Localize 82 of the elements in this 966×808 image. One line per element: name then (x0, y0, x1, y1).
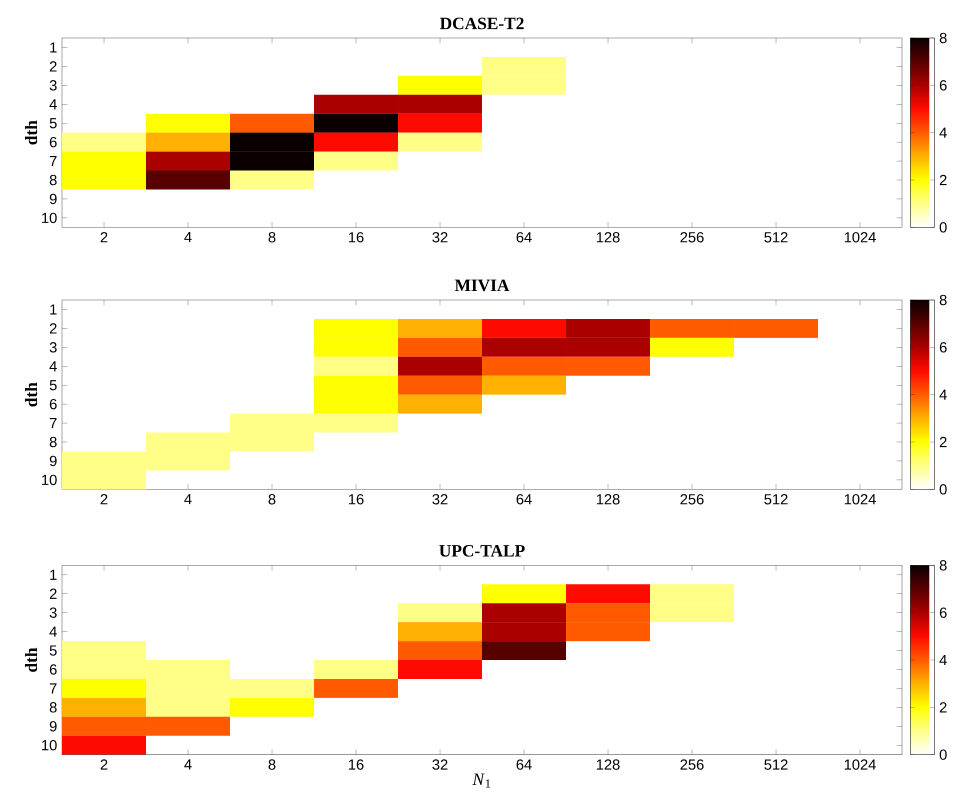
y-axis-title: dth (24, 120, 38, 144)
y-tick-label: 2 (50, 588, 57, 599)
x-tick-label: 1024 (844, 759, 876, 770)
color-bar-label: 2 (940, 702, 947, 712)
color-bar-label: 0 (940, 749, 947, 760)
x-tick-label: 16 (348, 494, 364, 504)
y-tick-label: 10 (42, 740, 57, 750)
y-tick-label: 4 (49, 626, 57, 637)
x-tick-label: 128 (596, 232, 620, 242)
y-tick-label: 4 (49, 99, 57, 110)
y-tick-label: 9 (50, 194, 57, 204)
y-tick-label: 8 (50, 174, 57, 186)
x-tick-label: 32 (432, 232, 448, 242)
y-tick-label: 9 (50, 721, 57, 732)
y-tick-label: 8 (50, 702, 57, 713)
x-tick-label: 32 (432, 494, 448, 504)
x-tick-label: 256 (680, 759, 704, 770)
x-tick-label: 4 (184, 759, 192, 770)
y-tick-label: 10 (42, 474, 57, 486)
y-axis-title: dth (24, 648, 38, 672)
color-bar-label: 6 (940, 607, 947, 618)
y-tick-label: 5 (50, 645, 57, 656)
chart-title: DCASE-T2 (440, 18, 524, 30)
y-tick-label: 3 (50, 80, 57, 91)
y-tick-label: 3 (50, 342, 57, 353)
y-tick-label: 7 (50, 156, 57, 166)
x-tick-label: 4 (184, 494, 192, 504)
y-tick-label: 5 (50, 118, 57, 128)
y-axis-title: dth (24, 382, 38, 406)
y-tick-label: 8 (50, 436, 57, 448)
color-bar-label: 0 (940, 222, 947, 233)
y-tick-label: 10 (42, 212, 57, 224)
y-tick-label: 5 (50, 380, 57, 390)
y-tick-label: 1 (50, 570, 57, 580)
y-tick-label: 4 (49, 361, 57, 372)
chart-title: UPC-TALP (439, 544, 525, 557)
x-tick-label: 128 (596, 494, 620, 504)
color-bar-label: 2 (940, 174, 947, 186)
x-tick-label: 64 (516, 494, 532, 504)
y-tick-label: 1 (50, 304, 57, 315)
x-tick-label: 8 (268, 494, 276, 504)
color-bar-label: 6 (940, 80, 947, 91)
y-tick-label: 9 (50, 456, 57, 466)
x-tick-label: 1024 (844, 232, 876, 242)
y-tick-label: 7 (50, 418, 57, 428)
x-tick-label: 512 (764, 232, 788, 242)
color-bar-label: 2 (940, 436, 947, 448)
x-tick-label: 4 (184, 232, 192, 242)
color-bar-label: 6 (940, 342, 947, 353)
y-tick-label: 6 (50, 398, 57, 410)
color-bar-label: 4 (939, 390, 947, 400)
y-tick-label: 6 (50, 664, 57, 675)
x-tick-label: 64 (516, 759, 532, 770)
color-bar-label: 8 (940, 32, 947, 44)
y-tick-label: 2 (50, 61, 57, 72)
color-bar-label: 4 (939, 654, 947, 666)
x-tick-label: 256 (680, 494, 704, 504)
x-tick-label: 2 (100, 232, 108, 242)
x-tick-label: 64 (516, 232, 532, 242)
x-tick-label: 128 (596, 759, 620, 770)
color-bar-label: 8 (940, 560, 947, 571)
y-tick-label: 7 (50, 683, 57, 694)
x-tick-label: 2 (100, 494, 108, 504)
x-tick-label: 16 (348, 759, 364, 770)
chart-title: MIVIA (454, 280, 510, 292)
x-axis-title: N$_{1}$ (472, 774, 490, 788)
x-tick-label: 2 (100, 759, 108, 770)
x-tick-label: 8 (268, 759, 276, 770)
x-tick-label: 16 (348, 232, 364, 242)
x-tick-label: 512 (764, 494, 788, 504)
y-tick-label: 3 (50, 608, 57, 618)
y-tick-label: 2 (50, 323, 57, 334)
color-bar-label: 4 (939, 128, 947, 138)
color-bar-label: 8 (940, 294, 947, 306)
x-tick-label: 512 (764, 759, 788, 770)
y-tick-label: 6 (50, 136, 57, 148)
x-tick-label: 32 (432, 759, 448, 770)
x-tick-label: 8 (268, 232, 276, 242)
x-tick-label: 256 (680, 232, 704, 242)
y-tick-label: 1 (50, 42, 57, 53)
color-bar-label: 0 (940, 484, 947, 495)
x-tick-label: 1024 (844, 494, 876, 504)
